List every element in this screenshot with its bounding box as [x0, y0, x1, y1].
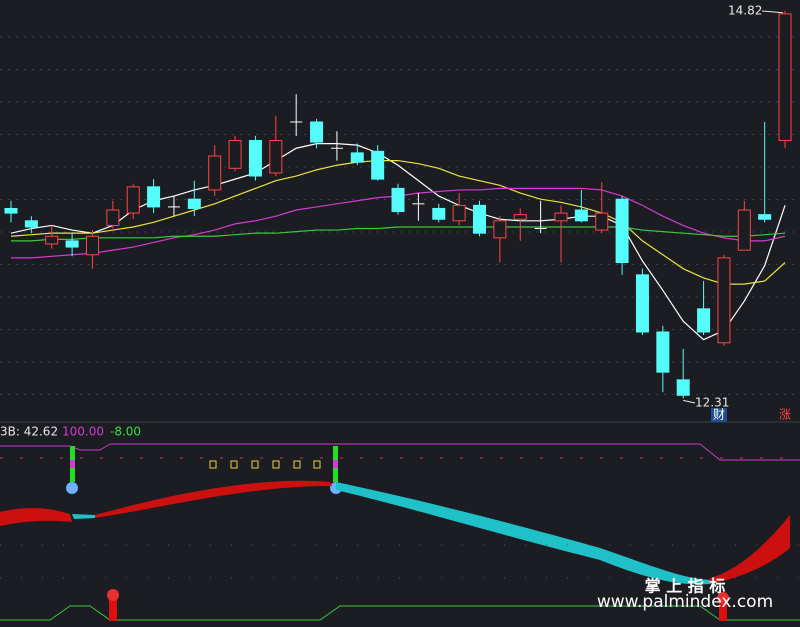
candle-body — [737, 209, 751, 251]
candle-body — [635, 274, 649, 333]
candle-body — [432, 207, 446, 220]
candle-body — [574, 209, 588, 222]
indicator-label: 3B: 42.62 — [0, 425, 58, 439]
candle-body — [350, 152, 364, 163]
high-label: 14.82 — [728, 4, 762, 18]
watermark-title: 掌 上 指 标 — [645, 577, 726, 596]
candle-body — [513, 214, 527, 220]
candle-body — [676, 379, 690, 396]
indicator-panel — [0, 443, 800, 621]
candle-body — [310, 121, 324, 143]
candle-body — [248, 140, 262, 177]
candle-body — [147, 186, 161, 208]
candle-body — [208, 155, 222, 191]
low-label: 12.31 — [695, 396, 729, 410]
candle-body — [391, 187, 405, 213]
candle-body — [65, 240, 79, 248]
candle-body — [452, 204, 466, 222]
candle-body — [106, 209, 120, 226]
ma-line — [10, 159, 786, 285]
candle-body — [493, 220, 507, 239]
candle-body — [24, 220, 38, 228]
candle-body — [187, 198, 201, 209]
candle-body — [4, 207, 18, 214]
candle-body — [697, 308, 711, 333]
marker: 财 — [713, 408, 725, 422]
annotation-arrow — [683, 399, 696, 404]
candle-body — [45, 235, 59, 245]
grid — [0, 36, 800, 395]
candle-body — [778, 13, 792, 142]
candle-body — [656, 331, 670, 373]
candle-body — [615, 198, 629, 263]
candle-body — [554, 212, 568, 222]
candle-body — [228, 140, 242, 169]
ma-line — [10, 143, 786, 341]
marker: 涨 — [779, 407, 791, 422]
marker-box — [711, 408, 727, 422]
candle-body — [85, 235, 99, 256]
annotation-arrow — [761, 10, 784, 14]
candle-body — [126, 186, 140, 214]
candle-body — [473, 204, 487, 234]
candle-body — [595, 212, 609, 231]
indicator-value: -8.00 — [110, 425, 141, 439]
candle-body — [758, 214, 772, 220]
watermark-url: www.palmindex.com — [597, 592, 773, 612]
ma-line — [11, 226, 786, 242]
candle-body — [269, 140, 283, 174]
candle-body — [371, 150, 385, 180]
indicator-value: 100.00 — [62, 425, 104, 439]
candle-body — [717, 257, 731, 344]
